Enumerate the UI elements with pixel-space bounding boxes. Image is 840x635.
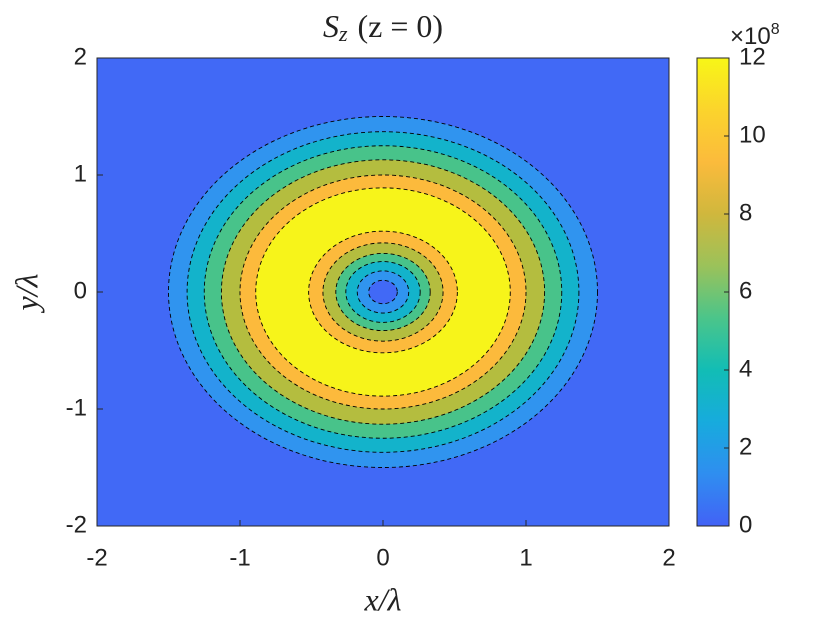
contour-inner (368, 279, 398, 305)
title-sub: z (338, 21, 348, 46)
x-tick-label: 0 (376, 544, 389, 571)
colorbar-tick-label: 10 (739, 121, 766, 148)
y-tick-label: 2 (74, 43, 87, 70)
y-axis-label: y/λ (8, 273, 44, 313)
colorbar-tick-label: 6 (739, 277, 752, 304)
title-rest: (z = 0) (358, 8, 444, 44)
x-tick-label: 1 (519, 544, 532, 571)
y-tick-label: -2 (66, 511, 87, 538)
colorbar-tick-label: 4 (739, 355, 752, 382)
chart-title: Sz (z = 0) (323, 8, 443, 46)
x-axis-label: x/λ (364, 581, 402, 617)
colorbar-power: 8 (771, 21, 780, 38)
y-tick-label: 1 (74, 160, 87, 187)
x-tick-label: -2 (86, 544, 107, 571)
x-tick-label: 2 (662, 544, 675, 571)
colorbar-tick-label: 8 (739, 199, 752, 226)
colorbar-tick-label: 0 (739, 511, 752, 538)
colorbar-exponent: ×108 (730, 21, 780, 50)
y-tick-label: -1 (66, 394, 87, 421)
colorbar-tick-label: 12 (739, 43, 766, 70)
colorbar-multiplier: ×10 (730, 23, 771, 50)
title-main: S (323, 8, 339, 44)
x-tick-label: -1 (229, 544, 250, 571)
colorbar-tick-label: 2 (739, 433, 752, 460)
y-tick-label: 0 (74, 277, 87, 304)
